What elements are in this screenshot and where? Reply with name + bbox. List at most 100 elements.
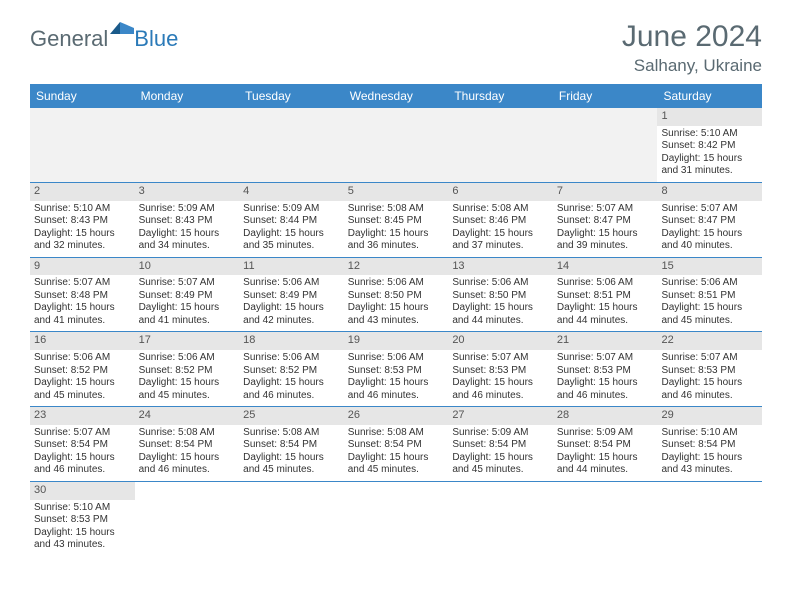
day-detail: and 45 minutes. <box>34 390 131 403</box>
day-detail: and 46 minutes. <box>348 390 445 403</box>
day-detail: Daylight: 15 hours <box>557 452 654 465</box>
day-cell: 11Sunrise: 5:06 AMSunset: 8:49 PMDayligh… <box>239 258 344 332</box>
title-block: June 2024 Salhany, Ukraine <box>622 20 762 76</box>
week-row: 16Sunrise: 5:06 AMSunset: 8:52 PMDayligh… <box>30 332 762 407</box>
flag-icon <box>110 20 136 43</box>
day-cell: 5Sunrise: 5:08 AMSunset: 8:45 PMDaylight… <box>344 183 449 257</box>
day-detail: and 45 minutes. <box>243 464 340 477</box>
day-number: 2 <box>30 183 135 201</box>
day-detail: Sunset: 8:49 PM <box>139 290 236 303</box>
day-detail: Daylight: 15 hours <box>452 377 549 390</box>
day-detail: Sunset: 8:54 PM <box>348 439 445 452</box>
day-detail: Daylight: 15 hours <box>34 527 131 540</box>
day-detail: Daylight: 15 hours <box>139 228 236 241</box>
day-detail: Daylight: 15 hours <box>139 302 236 315</box>
day-detail: Daylight: 15 hours <box>661 452 758 465</box>
day-detail: Daylight: 15 hours <box>34 302 131 315</box>
day-detail: Sunset: 8:47 PM <box>557 215 654 228</box>
day-detail: Sunset: 8:50 PM <box>348 290 445 303</box>
day-cell: 3Sunrise: 5:09 AMSunset: 8:43 PMDaylight… <box>135 183 240 257</box>
day-detail: Sunset: 8:44 PM <box>243 215 340 228</box>
day-detail: Daylight: 15 hours <box>139 452 236 465</box>
day-number: 29 <box>657 407 762 425</box>
day-detail: Sunrise: 5:07 AM <box>557 203 654 216</box>
day-number: 9 <box>30 258 135 276</box>
day-detail: and 31 minutes. <box>661 165 758 178</box>
day-number: 20 <box>448 332 553 350</box>
day-cell: 29Sunrise: 5:10 AMSunset: 8:54 PMDayligh… <box>657 407 762 481</box>
day-cell: 21Sunrise: 5:07 AMSunset: 8:53 PMDayligh… <box>553 332 658 406</box>
day-detail: and 44 minutes. <box>557 464 654 477</box>
day-detail: Daylight: 15 hours <box>34 377 131 390</box>
day-number: 22 <box>657 332 762 350</box>
day-detail: Daylight: 15 hours <box>452 452 549 465</box>
day-detail: Sunset: 8:49 PM <box>243 290 340 303</box>
day-number: 24 <box>135 407 240 425</box>
day-number: 28 <box>553 407 658 425</box>
day-detail: Sunrise: 5:06 AM <box>557 277 654 290</box>
day-detail: Sunset: 8:53 PM <box>452 365 549 378</box>
day-header-cell: Thursday <box>448 84 553 108</box>
day-detail: Sunrise: 5:09 AM <box>557 427 654 440</box>
day-detail: Daylight: 15 hours <box>34 452 131 465</box>
empty-cell <box>239 108 344 182</box>
empty-cell <box>30 108 135 182</box>
day-detail: and 46 minutes. <box>661 390 758 403</box>
day-number: 14 <box>553 258 658 276</box>
day-detail: and 45 minutes. <box>348 464 445 477</box>
day-detail: Sunset: 8:53 PM <box>34 514 131 527</box>
day-detail: and 46 minutes. <box>139 464 236 477</box>
day-number: 27 <box>448 407 553 425</box>
day-cell: 7Sunrise: 5:07 AMSunset: 8:47 PMDaylight… <box>553 183 658 257</box>
day-cell: 9Sunrise: 5:07 AMSunset: 8:48 PMDaylight… <box>30 258 135 332</box>
day-cell: 19Sunrise: 5:06 AMSunset: 8:53 PMDayligh… <box>344 332 449 406</box>
day-detail: Sunset: 8:52 PM <box>243 365 340 378</box>
logo: General Blue <box>30 20 178 57</box>
day-detail: Daylight: 15 hours <box>661 377 758 390</box>
day-detail: Sunrise: 5:09 AM <box>139 203 236 216</box>
day-detail: and 41 minutes. <box>34 315 131 328</box>
day-cell: 27Sunrise: 5:09 AMSunset: 8:54 PMDayligh… <box>448 407 553 481</box>
day-cell: 15Sunrise: 5:06 AMSunset: 8:51 PMDayligh… <box>657 258 762 332</box>
day-header-cell: Friday <box>553 84 658 108</box>
day-detail: Daylight: 15 hours <box>348 228 445 241</box>
day-number: 18 <box>239 332 344 350</box>
day-cell: 10Sunrise: 5:07 AMSunset: 8:49 PMDayligh… <box>135 258 240 332</box>
day-detail: Sunrise: 5:10 AM <box>661 128 758 141</box>
day-detail: and 43 minutes. <box>348 315 445 328</box>
week-row: 23Sunrise: 5:07 AMSunset: 8:54 PMDayligh… <box>30 407 762 482</box>
day-detail: Sunset: 8:45 PM <box>348 215 445 228</box>
week-row: 2Sunrise: 5:10 AMSunset: 8:43 PMDaylight… <box>30 183 762 258</box>
day-detail: Daylight: 15 hours <box>557 377 654 390</box>
day-detail: Daylight: 15 hours <box>452 228 549 241</box>
day-detail: and 44 minutes. <box>452 315 549 328</box>
day-cell: 4Sunrise: 5:09 AMSunset: 8:44 PMDaylight… <box>239 183 344 257</box>
day-detail: Sunset: 8:53 PM <box>661 365 758 378</box>
day-number: 15 <box>657 258 762 276</box>
day-number: 19 <box>344 332 449 350</box>
day-cell: 23Sunrise: 5:07 AMSunset: 8:54 PMDayligh… <box>30 407 135 481</box>
day-detail: Daylight: 15 hours <box>348 452 445 465</box>
logo-text-blue: Blue <box>134 26 178 52</box>
day-detail: Sunrise: 5:06 AM <box>661 277 758 290</box>
day-detail: and 45 minutes. <box>452 464 549 477</box>
day-detail: and 43 minutes. <box>661 464 758 477</box>
day-number: 4 <box>239 183 344 201</box>
empty-cell <box>344 482 449 556</box>
day-detail: Sunset: 8:43 PM <box>139 215 236 228</box>
day-detail: and 46 minutes. <box>34 464 131 477</box>
day-detail: Sunrise: 5:08 AM <box>348 427 445 440</box>
week-row: 1Sunrise: 5:10 AMSunset: 8:42 PMDaylight… <box>30 108 762 183</box>
day-detail: and 32 minutes. <box>34 240 131 253</box>
month-title: June 2024 <box>622 20 762 54</box>
day-number: 13 <box>448 258 553 276</box>
empty-cell <box>553 482 658 556</box>
week-row: 9Sunrise: 5:07 AMSunset: 8:48 PMDaylight… <box>30 258 762 333</box>
day-detail: and 42 minutes. <box>243 315 340 328</box>
empty-cell <box>135 108 240 182</box>
empty-cell <box>135 482 240 556</box>
day-cell: 20Sunrise: 5:07 AMSunset: 8:53 PMDayligh… <box>448 332 553 406</box>
empty-cell <box>448 482 553 556</box>
day-detail: Daylight: 15 hours <box>557 228 654 241</box>
day-cell: 8Sunrise: 5:07 AMSunset: 8:47 PMDaylight… <box>657 183 762 257</box>
